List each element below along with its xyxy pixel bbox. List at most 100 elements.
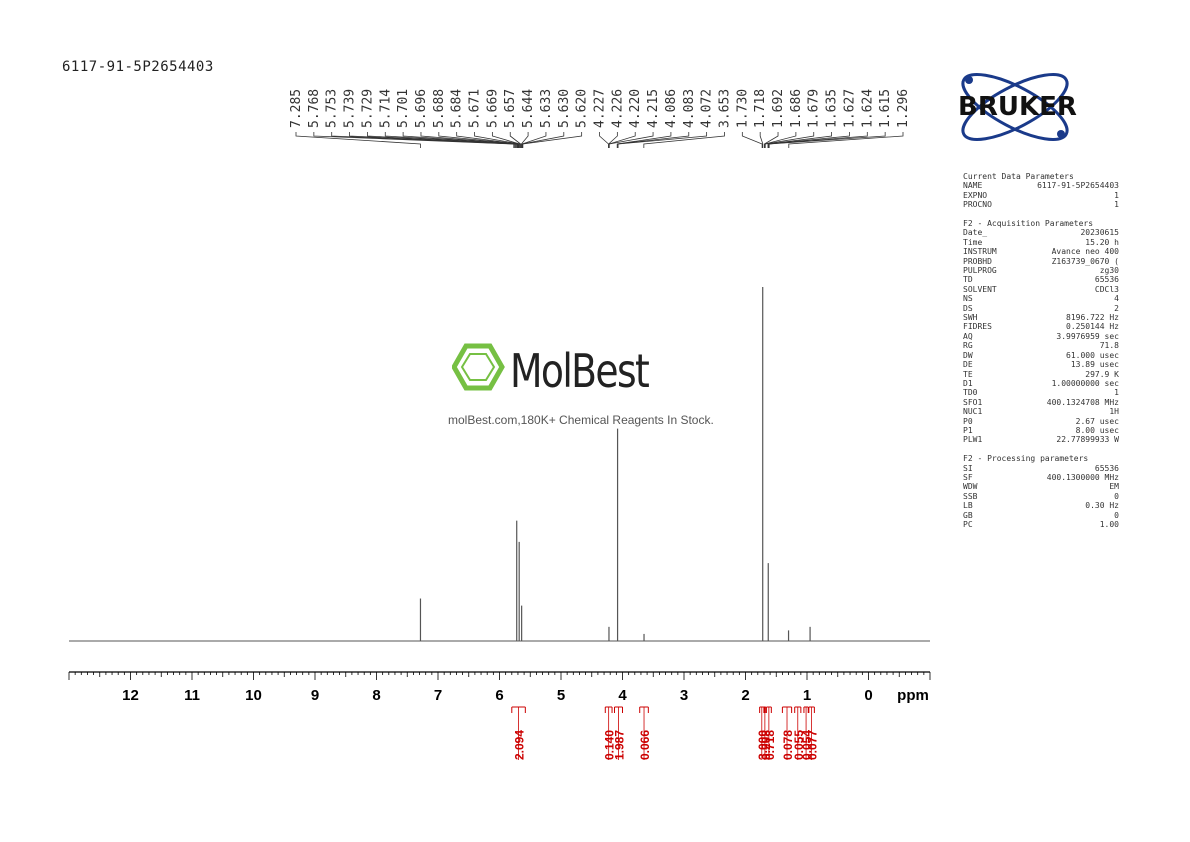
- param-value: 1: [1114, 388, 1119, 398]
- param-value: 1.00000000 sec: [1051, 378, 1119, 388]
- peak-label: 5.657: [503, 89, 518, 128]
- param-value: zg30: [1099, 266, 1119, 276]
- param-value: 71.8: [1099, 341, 1119, 351]
- param-row: LB 0.30 Hz: [963, 501, 1119, 510]
- peak-label-connector: [491, 132, 521, 148]
- param-row: DE 13.89 usec: [963, 360, 1119, 369]
- param-key: SF: [963, 472, 973, 482]
- peak-label: 5.644: [521, 89, 536, 128]
- processing-params-title: F2 - Processing parameters: [963, 454, 1089, 464]
- peak-label: 1.679: [807, 89, 822, 128]
- param-row: NS 4: [963, 294, 1119, 303]
- param-key: DS: [963, 303, 973, 313]
- param-value: 1.00: [1099, 520, 1119, 529]
- param-key: P0: [963, 416, 973, 426]
- peak-label: 5.739: [343, 89, 358, 128]
- integral-value: 0.078: [781, 730, 795, 760]
- param-value: 0: [1114, 510, 1119, 520]
- param-row: TE 297.9 K: [963, 370, 1119, 379]
- peak-label-connector: [788, 132, 904, 148]
- peak-label: 4.220: [628, 89, 643, 128]
- peak-label: 5.729: [360, 89, 375, 128]
- param-row: PULPROG zg30: [963, 266, 1119, 275]
- param-value: 15.20 h: [1085, 237, 1119, 247]
- peak-label-connector: [349, 132, 516, 148]
- peak-label: 5.688: [432, 89, 447, 128]
- param-row: PROBHD Z163739_0670 (: [963, 257, 1119, 266]
- peak-label-connector: [764, 132, 815, 148]
- peak-label-connector: [313, 132, 515, 148]
- x-axis-label: ppm: [897, 687, 929, 704]
- param-row: TD0 1: [963, 388, 1119, 397]
- param-value: 65536: [1094, 275, 1119, 285]
- param-key: NAME: [963, 181, 983, 191]
- x-tick-label: 6: [495, 687, 503, 704]
- param-row: P0 2.67 usec: [963, 417, 1119, 426]
- param-value: 61.000 usec: [1066, 350, 1119, 360]
- param-row: WDW EM: [963, 482, 1119, 491]
- param-value: 8196.722 Hz: [1066, 313, 1119, 323]
- param-row: FIDRES 0.250144 Hz: [963, 322, 1119, 331]
- param-key: DE: [963, 360, 973, 370]
- peak-label-connector: [608, 132, 618, 148]
- param-key: SOLVENT: [963, 284, 997, 294]
- peak-label: 1.624: [860, 89, 875, 128]
- x-tick-label: 4: [618, 687, 627, 704]
- peak-label: 4.072: [700, 89, 715, 128]
- current-params-title: Current Data Parameters: [963, 172, 1074, 181]
- param-value: EM: [1109, 482, 1119, 492]
- integral-value: 0.718: [763, 730, 777, 760]
- peak-label: 1.615: [878, 89, 893, 128]
- x-tick-label: 12: [122, 687, 139, 704]
- peak-label: 5.669: [485, 89, 500, 128]
- param-value: 0.30 Hz: [1085, 501, 1119, 511]
- param-key: SFO1: [963, 397, 983, 407]
- param-value: 20230615: [1080, 228, 1119, 238]
- peak-label: 1.692: [771, 89, 786, 128]
- param-value: 1: [1114, 190, 1119, 200]
- peak-label: 7.285: [289, 89, 304, 128]
- peak-label-connector: [741, 132, 763, 148]
- x-tick-label: 3: [680, 687, 688, 704]
- molbest-tagline: molBest.com,180K+ Chemical Reagents In S…: [448, 413, 714, 427]
- param-key: Time: [963, 237, 983, 247]
- peak-label-connector: [384, 132, 518, 148]
- peak-label: 1.686: [789, 89, 804, 128]
- param-value: 1: [1114, 200, 1119, 210]
- param-key: SWH: [963, 313, 978, 323]
- param-row: RG 71.8: [963, 341, 1119, 350]
- acquisition-parameters-panel: Current Data Parameters NAME 6117-91-5P26…: [963, 172, 1119, 529]
- integral-value: 2.094: [513, 730, 527, 760]
- param-row: NUC1 1H: [963, 407, 1119, 416]
- peak-label: 1.635: [825, 89, 840, 128]
- peak-label: 4.086: [664, 89, 679, 128]
- peak-label-connectors: [295, 132, 904, 148]
- integral-value: 0.055: [792, 730, 806, 760]
- param-row: EXPNO 1: [963, 191, 1119, 200]
- param-key: PLW1: [963, 435, 983, 445]
- peak-label-connector: [522, 132, 583, 148]
- param-key: P1: [963, 425, 973, 435]
- param-value: 0.250144 Hz: [1066, 322, 1119, 332]
- x-tick-label: 5: [557, 687, 565, 704]
- param-key: D1: [963, 378, 973, 388]
- param-row: INSTRUM Avance neo 400: [963, 247, 1119, 256]
- param-row: PLW1 22.77899933 W: [963, 435, 1119, 444]
- peak-label-group: 7.285 5.768 5.753 5.739 5.729 5.714 5.701 5.696…: [289, 89, 911, 128]
- integral-value: 0.077: [806, 730, 820, 760]
- integral-value: 0.208: [759, 730, 773, 760]
- molbest-wordmark: MolBest: [510, 344, 650, 398]
- integral-value: 0.140: [603, 730, 617, 760]
- param-row: SSB 0: [963, 492, 1119, 501]
- param-row: SF 400.1300000 MHz: [963, 473, 1119, 482]
- param-value: 4: [1114, 294, 1119, 304]
- x-tick-label: 10: [245, 687, 262, 704]
- param-value: 13.89 usec: [1070, 360, 1119, 370]
- param-value: 400.1324708 MHz: [1046, 397, 1119, 407]
- sample-id: 6117-91-5P2654403: [62, 59, 214, 75]
- param-key: PULPROG: [963, 266, 997, 276]
- peak-label-connector: [456, 132, 520, 148]
- peak-label-connector: [764, 132, 797, 148]
